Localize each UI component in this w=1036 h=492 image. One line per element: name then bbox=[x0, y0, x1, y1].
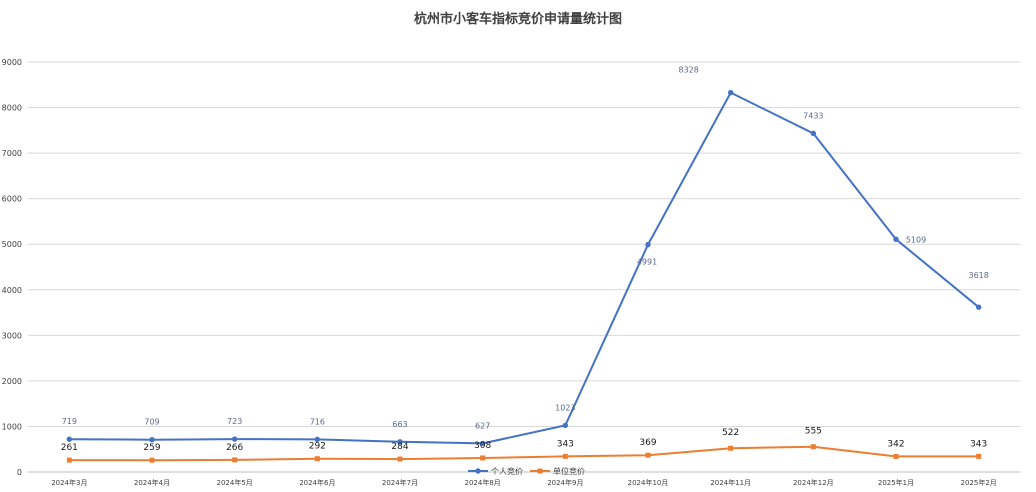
data-label: 7433 bbox=[803, 111, 823, 120]
x-tick-label: 2024年4月 bbox=[134, 478, 170, 487]
data-point bbox=[562, 422, 569, 429]
data-label: 369 bbox=[639, 438, 656, 448]
data-point bbox=[66, 457, 72, 463]
data-label: 522 bbox=[722, 428, 739, 438]
series-line bbox=[69, 91, 980, 445]
x-tick-label: 2024年12月 bbox=[793, 478, 834, 487]
data-point bbox=[893, 236, 899, 242]
y-axis-ticks: 0 1000 2000 3000 4000 5000 6000 7000 8000 9000 bbox=[2, 58, 22, 477]
data-point bbox=[562, 453, 568, 459]
data-point bbox=[66, 436, 73, 442]
x-axis-ticks: 2024年3月 2024年4月 2024年5月 2024年6月 2024年7月 2024年… bbox=[51, 478, 997, 487]
legend-label: 单位竞价 bbox=[553, 466, 585, 476]
series-0: 719 709 723 716 663 627 1023 4991 8328 7433 5109 36… bbox=[62, 66, 989, 447]
y-tick-label: 7000 bbox=[2, 149, 22, 158]
y-tick-label: 2000 bbox=[2, 377, 22, 386]
y-tick-label: 0 bbox=[17, 468, 22, 477]
y-tick-label: 6000 bbox=[2, 195, 22, 204]
data-point bbox=[314, 456, 320, 462]
gridlines bbox=[28, 61, 1020, 473]
data-point bbox=[479, 440, 486, 447]
data-point bbox=[728, 445, 734, 451]
data-point bbox=[480, 455, 486, 461]
data-point bbox=[645, 241, 651, 248]
y-tick-label: 9000 bbox=[2, 58, 22, 67]
x-tick-label: 2024年7月 bbox=[382, 478, 418, 487]
data-label: 1023 bbox=[555, 403, 575, 412]
data-label: 4991 bbox=[637, 258, 657, 267]
data-label: 555 bbox=[805, 427, 822, 437]
data-point bbox=[810, 444, 816, 450]
x-tick-label: 2024年6月 bbox=[299, 478, 335, 487]
x-tick-label: 2024年3月 bbox=[51, 478, 87, 487]
data-label: 261 bbox=[61, 443, 78, 453]
data-label: 266 bbox=[226, 443, 243, 453]
data-label: 259 bbox=[143, 443, 160, 453]
data-point bbox=[232, 457, 238, 463]
y-tick-label: 1000 bbox=[2, 422, 22, 431]
data-label: 627 bbox=[475, 421, 490, 430]
x-tick-label: 2025年1月 bbox=[878, 478, 914, 487]
data-point bbox=[314, 436, 321, 443]
y-tick-label: 8000 bbox=[2, 104, 22, 113]
data-label: 343 bbox=[970, 439, 987, 449]
y-tick-label: 4000 bbox=[2, 286, 22, 295]
data-point bbox=[149, 457, 155, 463]
x-tick-label: 2024年8月 bbox=[465, 478, 501, 487]
series-line bbox=[69, 445, 979, 462]
data-label: 3618 bbox=[968, 271, 988, 280]
chart-title: 杭州市小客车指标竞价申请量统计图 bbox=[413, 12, 622, 27]
data-label: 709 bbox=[144, 418, 159, 427]
legend-marker bbox=[537, 468, 543, 474]
legend-item: 单位竞价 bbox=[530, 466, 585, 476]
data-label: 723 bbox=[227, 417, 242, 426]
data-point bbox=[810, 130, 817, 137]
data-label: 663 bbox=[392, 420, 407, 429]
data-point bbox=[397, 439, 403, 445]
data-label: 292 bbox=[309, 442, 326, 452]
data-label: 308 bbox=[474, 441, 491, 451]
x-tick-label: 2024年11月 bbox=[710, 478, 751, 487]
data-label: 716 bbox=[310, 417, 325, 426]
data-point bbox=[397, 456, 403, 462]
x-tick-label: 2024年5月 bbox=[217, 478, 253, 487]
x-tick-label: 2024年9月 bbox=[547, 478, 583, 487]
data-point bbox=[893, 453, 899, 459]
series-1: 261 259 266 292 284 308 343 369 522 555 342 343 bbox=[61, 427, 987, 463]
x-tick-label: 2024年10月 bbox=[628, 478, 669, 487]
data-point bbox=[727, 89, 734, 96]
data-point bbox=[976, 453, 982, 459]
legend-label: 个人竞价 bbox=[491, 466, 523, 476]
data-label: 284 bbox=[391, 442, 408, 452]
data-label: 342 bbox=[887, 439, 904, 449]
y-tick-label: 5000 bbox=[2, 240, 22, 249]
data-point bbox=[975, 304, 982, 310]
data-point bbox=[231, 436, 238, 442]
data-label: 343 bbox=[557, 439, 574, 449]
data-label: 5109 bbox=[906, 235, 926, 244]
legend-marker bbox=[475, 468, 481, 474]
legend: 个人竞价 单位竞价 bbox=[468, 466, 585, 476]
data-point bbox=[645, 452, 651, 458]
y-tick-label: 3000 bbox=[2, 331, 22, 340]
data-point bbox=[149, 437, 155, 443]
legend-item: 个人竞价 bbox=[468, 466, 523, 476]
data-label: 719 bbox=[62, 417, 77, 426]
data-label: 8328 bbox=[678, 66, 698, 75]
x-tick-label: 2025年2月 bbox=[961, 478, 997, 487]
